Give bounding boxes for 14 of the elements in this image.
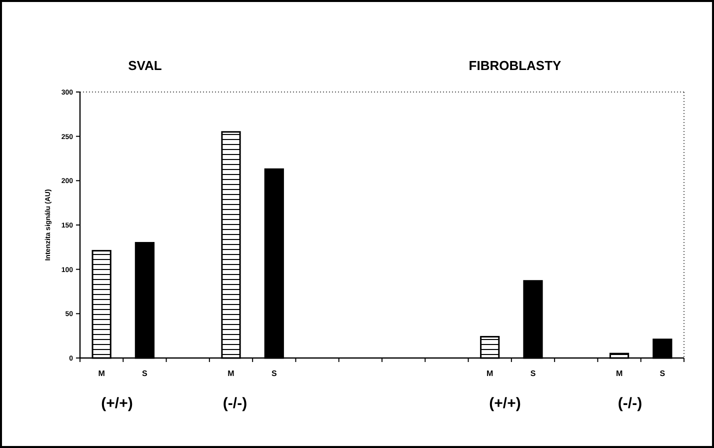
text: (+/+) (101, 395, 133, 412)
x-tick-label: S (530, 369, 536, 378)
x-tick-label: M (98, 369, 106, 378)
x-tick-label: M (228, 369, 235, 378)
text: (-/-) (618, 395, 642, 412)
text: SVAL (128, 58, 162, 73)
text: FIBROBLASTY (468, 58, 562, 73)
x-tick-label: S (660, 369, 666, 378)
x-tick-label: S (142, 369, 148, 378)
x-tick-label: M (616, 369, 623, 378)
text: (-/-) (222, 395, 248, 412)
x-tick-label: M (486, 369, 494, 378)
text: (+/+) (489, 395, 521, 412)
x-tick-label: S (271, 369, 278, 378)
